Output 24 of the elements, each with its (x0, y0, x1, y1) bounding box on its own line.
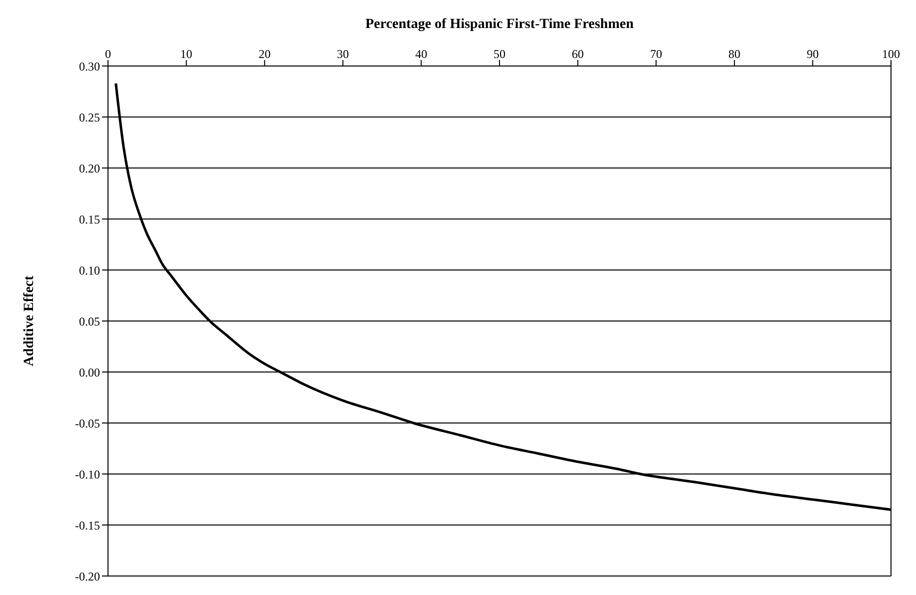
x-axis-title: Percentage of Hispanic First-Time Freshmen (365, 16, 634, 32)
x-tick-label: 100 (882, 47, 900, 61)
x-tick-label: 0 (105, 47, 111, 61)
x-tick-label: 10 (180, 47, 192, 61)
x-tick-label: 80 (728, 47, 740, 61)
y-tick-label: 0.25 (79, 110, 100, 124)
x-tick-label: 70 (650, 47, 662, 61)
x-tick-label: 50 (494, 47, 506, 61)
x-tick-label: 90 (806, 47, 819, 61)
y-tick-label: 0.30 (79, 59, 100, 74)
y-tick-label: 0.10 (79, 263, 100, 278)
x-tick-label: 40 (415, 47, 428, 61)
y-tick-label: 0.00 (79, 365, 100, 380)
y-tick-label: 0.05 (79, 314, 100, 328)
y-tick-label: 0.15 (79, 212, 100, 226)
x-tick-label: 30 (336, 47, 349, 61)
y-axis-title: Additive Effect (22, 275, 37, 366)
y-tick-label: -0.10 (75, 467, 100, 482)
y-tick-label: -0.15 (75, 518, 100, 532)
y-tick-label: 0.20 (79, 161, 100, 176)
x-tick-label: 20 (258, 47, 271, 61)
y-tick-label: -0.20 (75, 569, 100, 584)
x-tick-label: 60 (572, 47, 584, 61)
y-tick-label: -0.05 (75, 416, 100, 430)
